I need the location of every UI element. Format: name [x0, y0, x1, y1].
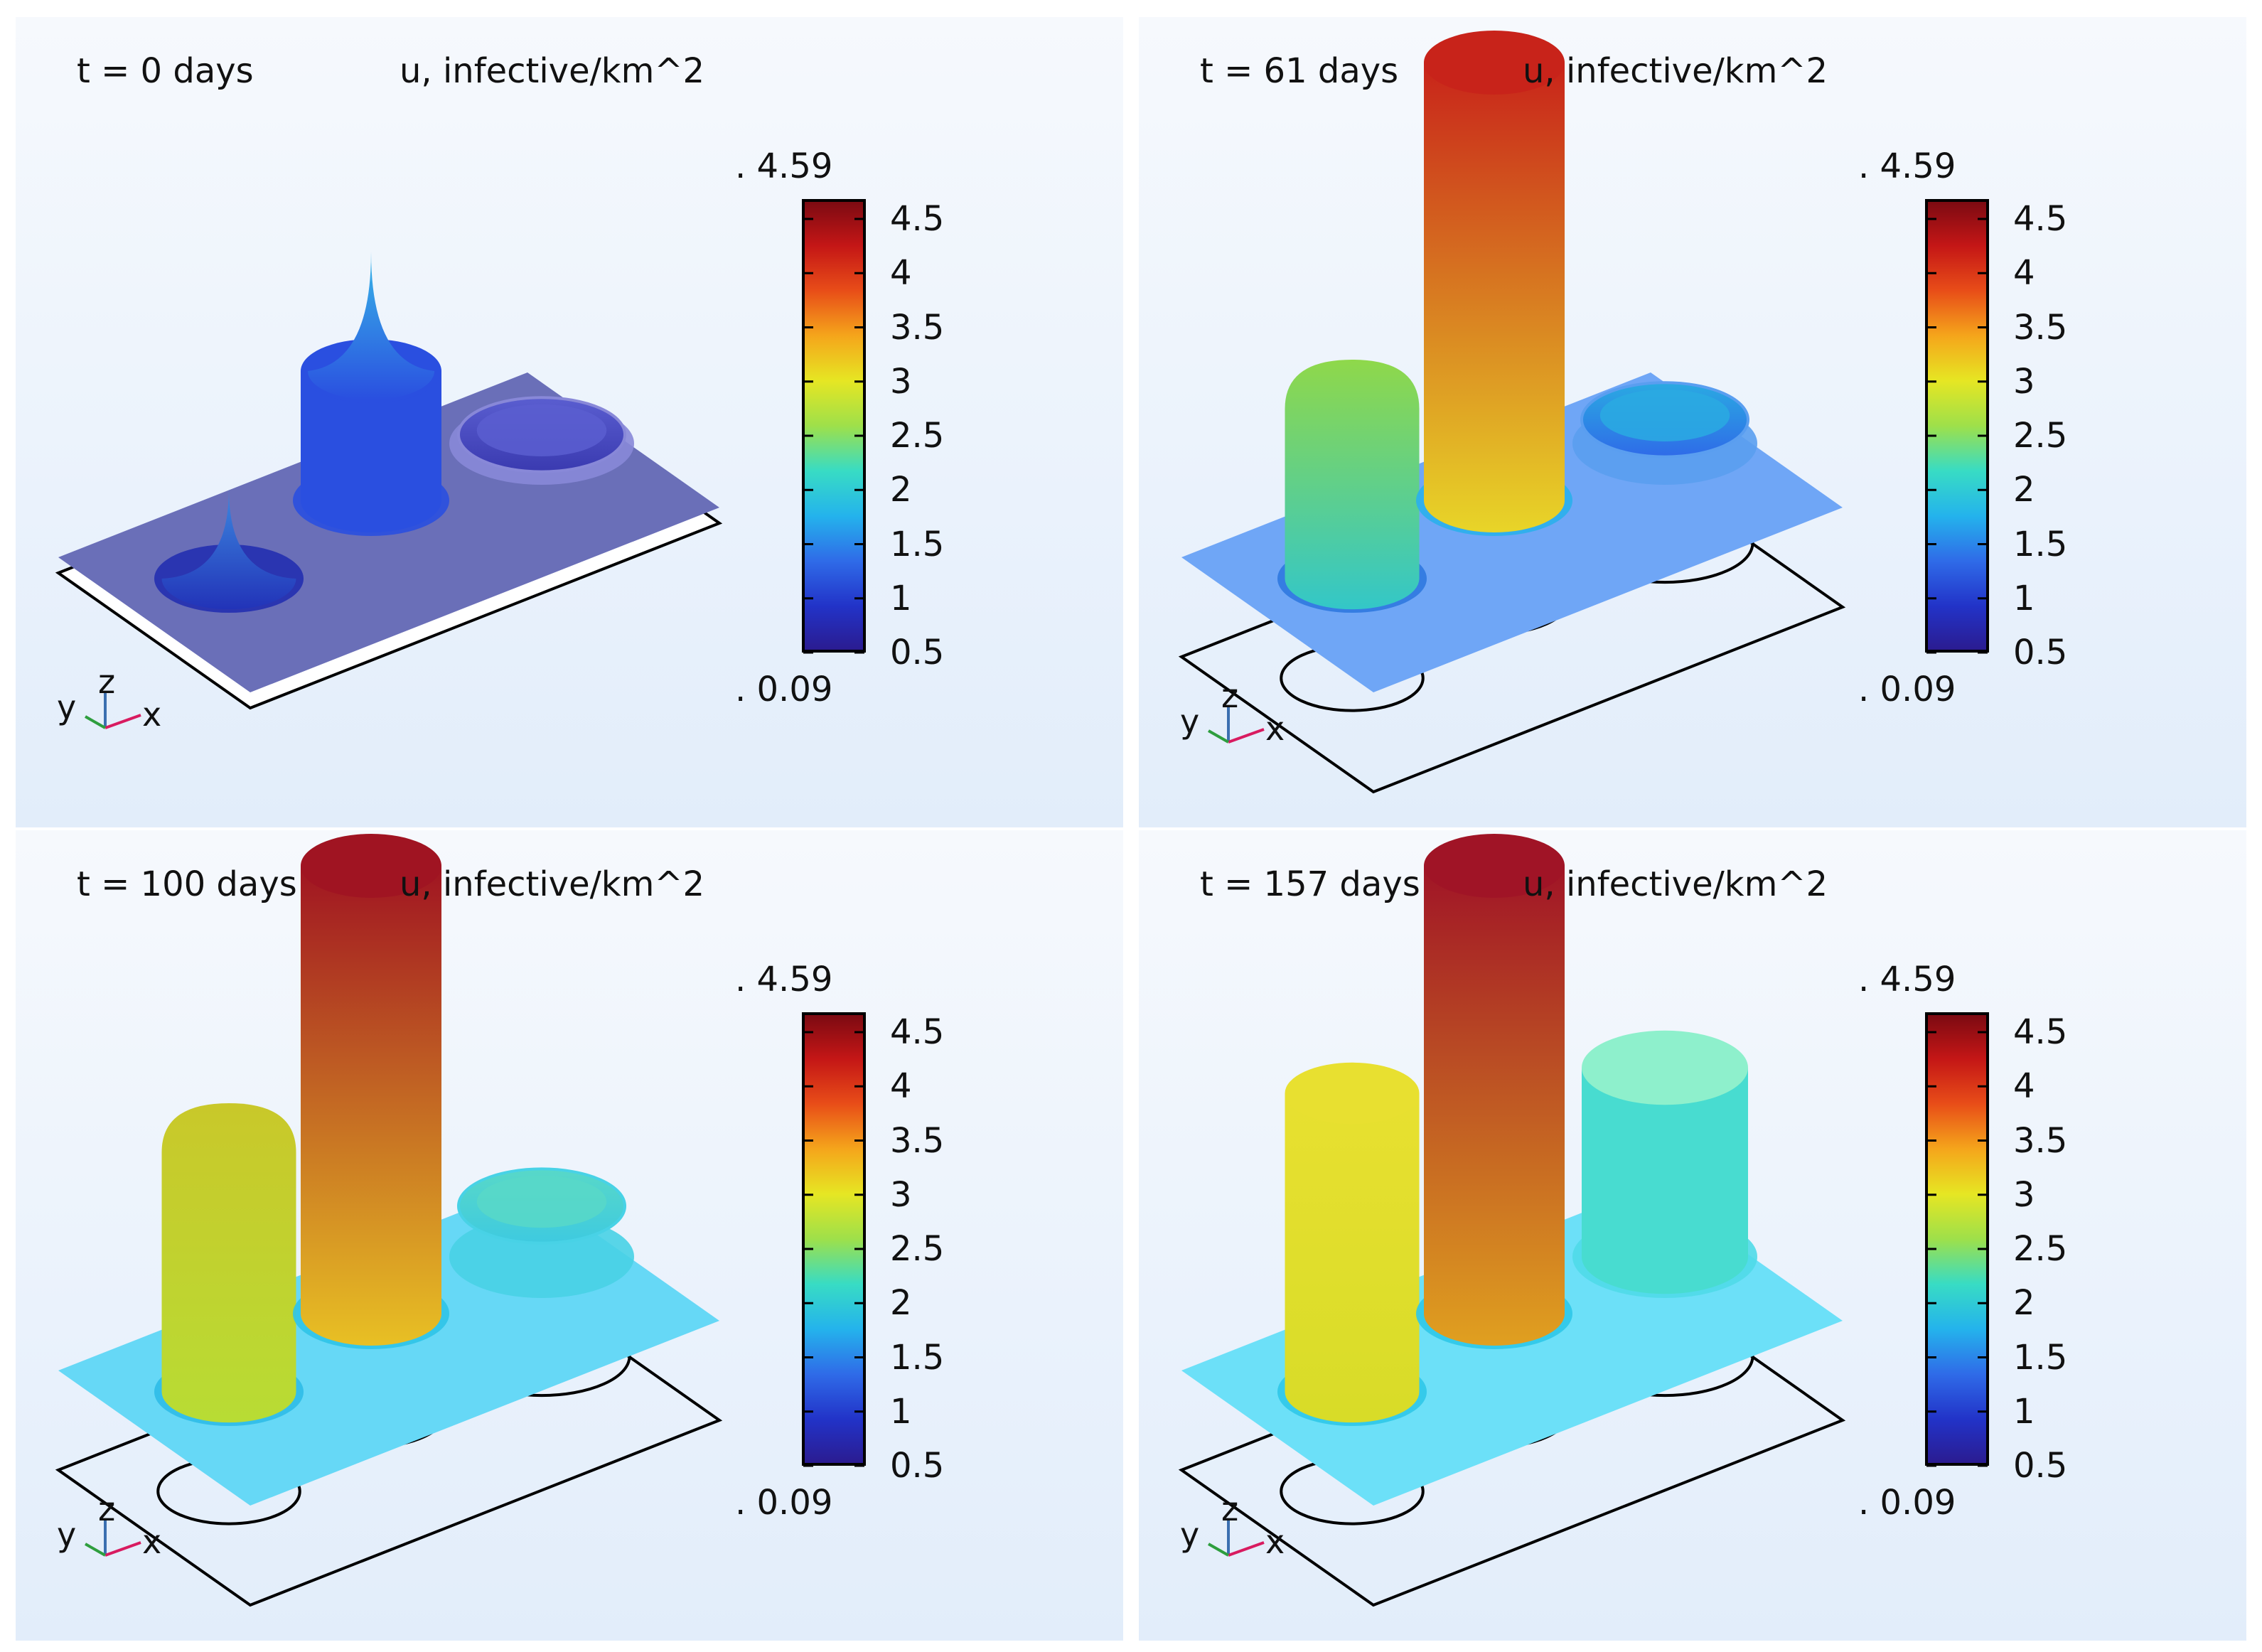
time-label: t = 100 days [77, 864, 297, 904]
colorbar-tick-label: 0.5 [2013, 1446, 2068, 1486]
surface-feature-dish [1572, 381, 1757, 485]
axis-x-label: x [1265, 1523, 1285, 1561]
time-label: t = 61 days [1200, 51, 1399, 91]
axis-y-label: y [1180, 1516, 1200, 1554]
colorbar-tick-label: 3.5 [890, 1120, 945, 1161]
axis-y-label: y [57, 688, 77, 726]
axis-x-label: x [142, 1523, 162, 1561]
colorbar-min-label: . 0.09 [1858, 670, 1956, 709]
surface-feature-dome [154, 1103, 304, 1426]
colorbar-tick-label: 1 [2013, 1391, 2035, 1432]
plot-panel-t0: 4.5 4 3.5 3 2.5 2 1.5 1 0.5 y z x t = 0 days u, infec… [16, 17, 1123, 827]
axis-y-label: y [57, 1516, 77, 1554]
colorbar-tick-label: 4 [890, 253, 912, 294]
colorbar [1925, 199, 1989, 653]
plot-panel-t100: 4.5 4 3.5 3 2.5 2 1.5 1 0.5 y z x t = 100 days u, inf… [16, 830, 1123, 1641]
colorbar-tick-label: 2.5 [2013, 1229, 2068, 1269]
axis-z-label: z [1221, 1490, 1239, 1528]
unit-label: u, infective/km^2 [1523, 864, 1828, 904]
colorbar-max-label: . 4.59 [1858, 960, 1956, 999]
surface-feature-cylinder [293, 834, 449, 1349]
axis-y-label: y [1180, 702, 1200, 741]
unit-label: u, infective/km^2 [1523, 51, 1828, 91]
colorbar-tick-label: 1.5 [2013, 1337, 2068, 1378]
surface-feature-cylinder [1416, 31, 1572, 536]
colorbar [1925, 1012, 1989, 1466]
surface-feature-cylinder [1277, 1062, 1427, 1426]
colorbar-tick-label: 3 [2013, 1174, 2035, 1215]
colorbar-tick-label: 0.5 [890, 1446, 945, 1486]
axis-triad [1208, 1518, 1265, 1557]
surface-feature-dish [449, 1167, 634, 1298]
colorbar [802, 1012, 866, 1466]
unit-label: u, infective/km^2 [400, 51, 705, 91]
colorbar-min-label: . 0.09 [735, 1483, 833, 1523]
colorbar-tick-label: 0.5 [890, 633, 945, 672]
colorbar-tick-label: 4 [2013, 253, 2035, 294]
colorbar-tick-label: 4.5 [2013, 199, 2068, 239]
colorbar-min-label: . 0.09 [1858, 1483, 1956, 1523]
colorbar-tick-label: 4 [890, 1066, 912, 1107]
colorbar-tick-label: 2.5 [890, 416, 945, 456]
colorbar-tick-label: 0.5 [2013, 633, 2068, 672]
plot-panel-t157: 4.5 4 3.5 3 2.5 2 1.5 1 0.5 y z x t = 157 days u, inf… [1139, 830, 2246, 1641]
unit-label: u, infective/km^2 [400, 864, 705, 904]
time-label: t = 0 days [77, 51, 254, 91]
colorbar-tick-label: 1 [2013, 578, 2035, 618]
axis-x-label: x [142, 695, 162, 734]
colorbar-tick-label: 2 [890, 470, 912, 510]
axis-z-label: z [98, 663, 116, 701]
colorbar-min-label: . 0.09 [735, 670, 833, 709]
surface-feature-dish [449, 396, 634, 485]
colorbar-tick-label: 4.5 [2013, 1012, 2068, 1052]
colorbar-tick-label: 1.5 [2013, 524, 2068, 564]
colorbar-tick-label: 4.5 [890, 199, 945, 239]
colorbar-max-label: . 4.59 [1858, 146, 1956, 186]
surface-feature-dome [1277, 360, 1427, 613]
plot-canvas [1178, 31, 1989, 794]
colorbar-tick-label: 1.5 [890, 1337, 945, 1378]
axis-x-label: x [1265, 709, 1285, 748]
colorbar-tick-label: 3.5 [2013, 307, 2068, 348]
colorbar-tick-label: 2.5 [890, 1229, 945, 1269]
colorbar-tick-label: 1 [890, 1391, 912, 1432]
colorbar-tick-label: 3 [890, 1174, 912, 1215]
colorbar-tick-label: 2 [890, 1283, 912, 1324]
axis-triad [85, 1518, 141, 1557]
colorbar-tick-label: 2 [2013, 1283, 2035, 1324]
axis-triad [1208, 705, 1265, 744]
surface-feature-cylinder_cone [293, 252, 449, 536]
colorbar-tick-label: 3 [2013, 361, 2035, 402]
colorbar-tick-label: 4.5 [890, 1012, 945, 1052]
colorbar-tick-label: 1.5 [890, 524, 945, 564]
axis-triad [85, 691, 141, 729]
colorbar-max-label: . 4.59 [735, 960, 833, 999]
plot-panel-t61: 4.5 4 3.5 3 2.5 2 1.5 1 0.5 y z x t = 61 days u, infe… [1139, 17, 2246, 827]
plot-canvas [55, 199, 866, 729]
colorbar-tick-label: 3 [890, 361, 912, 402]
plot-canvas [55, 834, 866, 1607]
axis-z-label: z [98, 1490, 116, 1528]
colorbar-tick-label: 1 [890, 578, 912, 618]
colorbar-tick-label: 3.5 [890, 307, 945, 348]
plot-canvas [1178, 834, 1989, 1607]
colorbar-max-label: . 4.59 [735, 146, 833, 186]
colorbar [802, 199, 866, 653]
surface-feature-disc [1572, 1030, 1757, 1298]
colorbar-tick-label: 2.5 [2013, 416, 2068, 456]
surface-feature-cone [154, 489, 304, 613]
colorbar-tick-label: 2 [2013, 470, 2035, 510]
colorbar-tick-label: 4 [2013, 1066, 2035, 1107]
time-label: t = 157 days [1200, 864, 1420, 904]
axis-z-label: z [1221, 677, 1239, 715]
surface-feature-cylinder [1416, 834, 1572, 1349]
colorbar-tick-label: 3.5 [2013, 1120, 2068, 1161]
